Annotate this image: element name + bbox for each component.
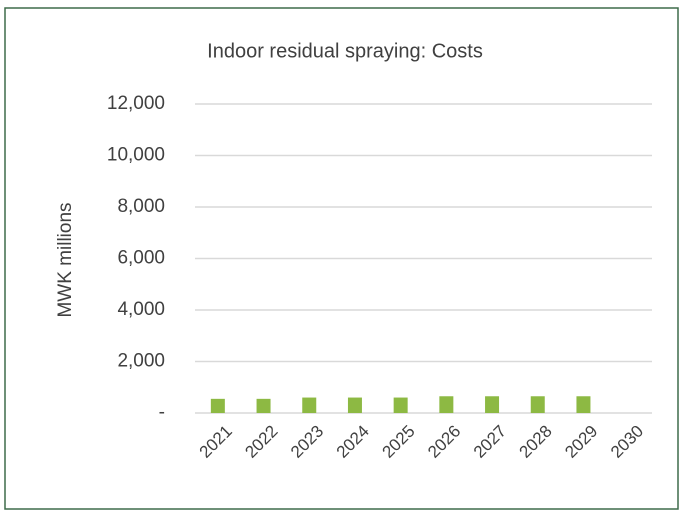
bar bbox=[485, 396, 500, 413]
y-axis-label: MWK millions bbox=[55, 202, 76, 317]
bar bbox=[530, 396, 545, 413]
y-tick-label: 10,000 bbox=[107, 145, 165, 166]
bar bbox=[439, 396, 454, 413]
bar bbox=[347, 397, 362, 413]
y-tick-label: 8,000 bbox=[117, 196, 165, 217]
bar bbox=[576, 396, 591, 413]
chart-title: Indoor residual spraying: Costs bbox=[207, 40, 483, 62]
y-tick-label: 6,000 bbox=[117, 248, 165, 269]
y-tick-label: 2,000 bbox=[117, 351, 165, 372]
y-tick-label: 4,000 bbox=[117, 299, 165, 320]
bar bbox=[302, 397, 317, 413]
bar bbox=[256, 398, 271, 413]
bar bbox=[393, 397, 408, 413]
y-tick-label: 12,000 bbox=[107, 93, 165, 114]
bar bbox=[210, 398, 225, 413]
y-tick-label: - bbox=[159, 402, 165, 423]
